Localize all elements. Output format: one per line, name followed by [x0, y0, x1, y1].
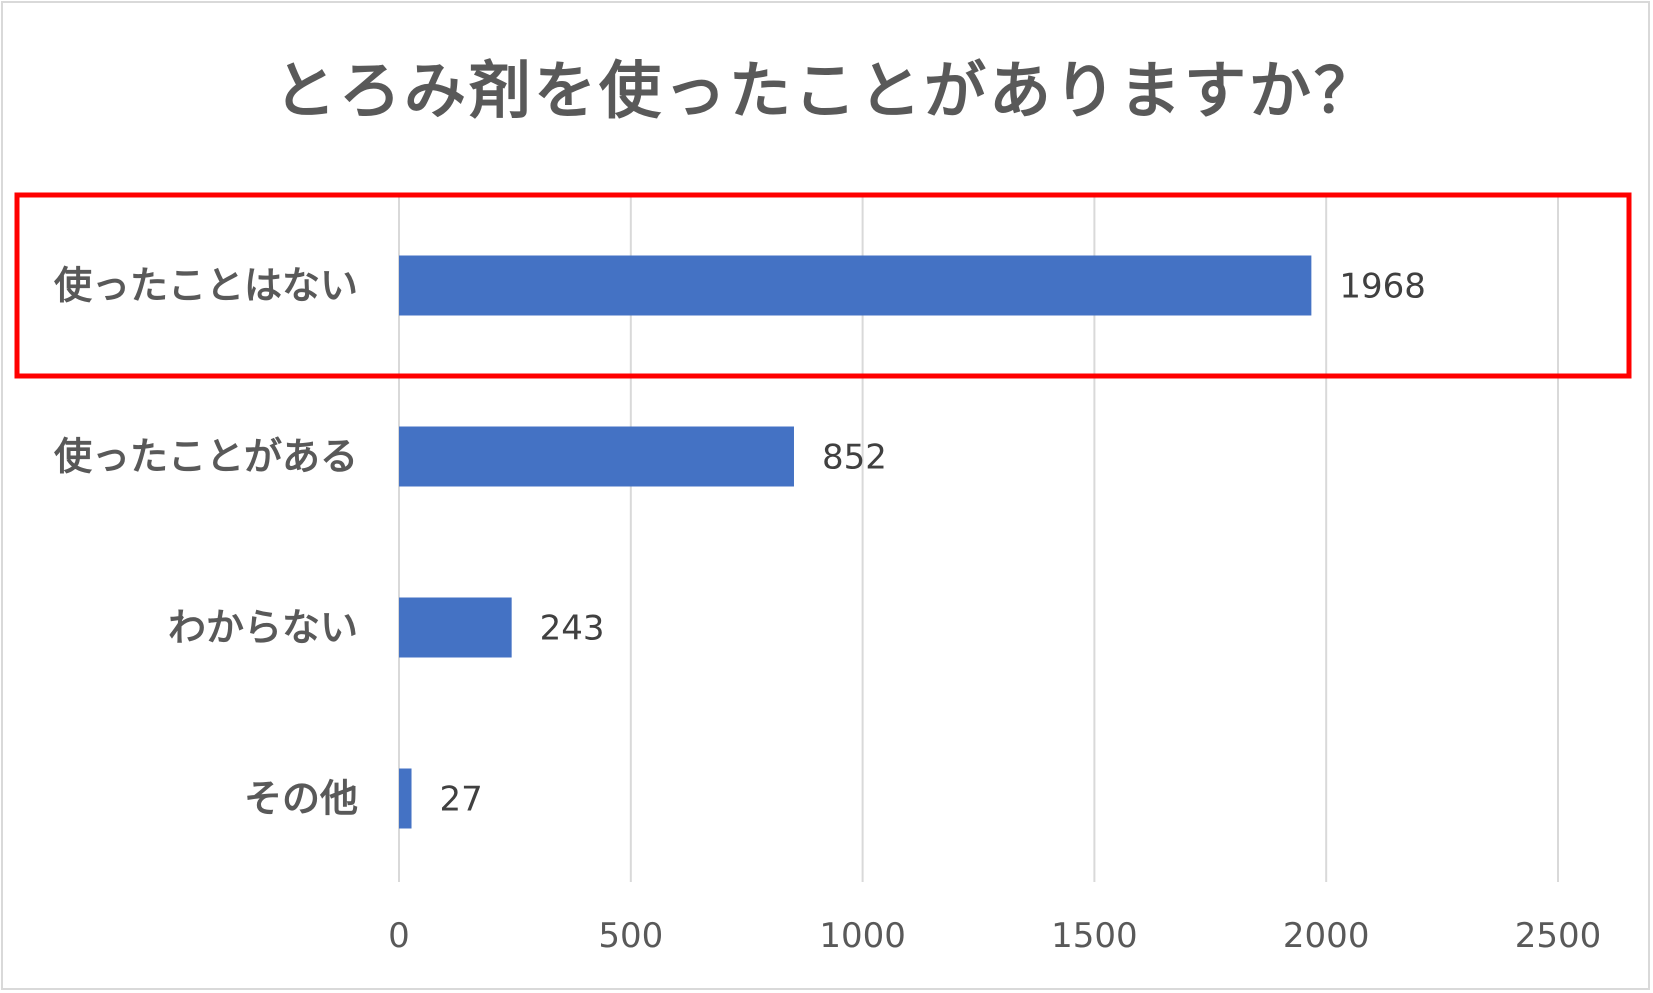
bar [399, 255, 1312, 316]
x-tick-label: 2500 [1515, 916, 1602, 956]
x-tick-label: 1500 [1051, 916, 1138, 956]
category-label: 使ったことがある [54, 435, 358, 479]
highlight-box [14, 192, 1632, 379]
x-tick-label: 0 [388, 916, 410, 956]
category-label: その他 [244, 777, 358, 821]
bar [399, 426, 794, 487]
data-label: 243 [540, 609, 605, 649]
category-label: 使ったことはない [54, 264, 358, 308]
bar [399, 597, 512, 658]
data-label: 27 [440, 780, 483, 820]
x-tick-label: 500 [598, 916, 663, 956]
x-tick-label: 1000 [819, 916, 906, 956]
x-tick-label: 2000 [1283, 916, 1370, 956]
data-label: 1968 [1339, 267, 1426, 307]
category-label: わからない [168, 606, 358, 650]
data-label: 852 [822, 438, 887, 478]
chart-title: とろみ剤を使ったことがありますか？ [273, 54, 1379, 127]
bar [399, 768, 412, 829]
